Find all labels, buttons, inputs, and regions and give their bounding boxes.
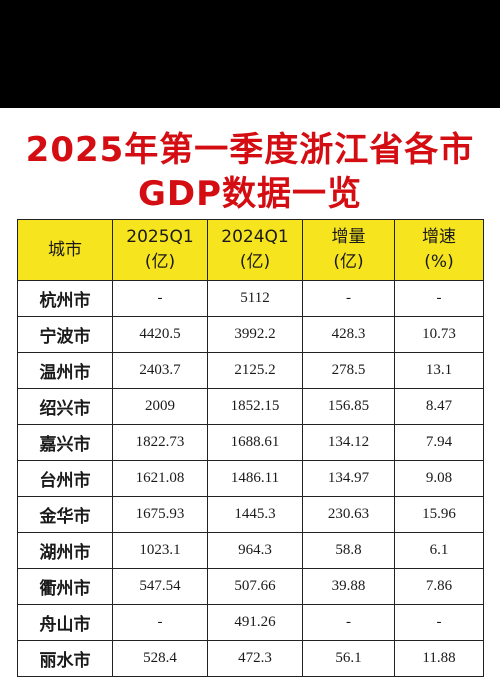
gdp-2025q1-cell: 547.54 <box>112 568 208 605</box>
city-cell: 杭州市 <box>17 280 113 317</box>
header-2024q1: 2024Q1 (亿) <box>207 219 303 281</box>
growth-rate-cell: 6.1 <box>394 532 484 569</box>
city-cell: 嘉兴市 <box>17 424 113 461</box>
gdp-2025q1-cell: - <box>112 280 208 317</box>
increment-cell: - <box>302 604 395 641</box>
header-unit: (亿) <box>333 252 364 272</box>
increment-cell: 134.12 <box>302 424 395 461</box>
gdp-2024q1-cell: 1486.11 <box>207 460 303 497</box>
gdp-2025q1-cell: 528.4 <box>112 640 208 677</box>
top-black-band <box>0 0 500 108</box>
table-row: 绍兴市 2009 1852.15 156.85 8.47 <box>17 388 484 425</box>
growth-rate-cell: 7.86 <box>394 568 484 605</box>
gdp-2025q1-cell: 4420.5 <box>112 316 208 353</box>
increment-cell: 428.3 <box>302 316 395 353</box>
increment-cell: - <box>302 280 395 317</box>
header-label: 城市 <box>48 239 82 260</box>
table-row: 湖州市 1023.1 964.3 58.8 6.1 <box>17 532 484 569</box>
increment-cell: 56.1 <box>302 640 395 677</box>
city-cell: 丽水市 <box>17 640 113 677</box>
city-cell: 衢州市 <box>17 568 113 605</box>
city-cell: 舟山市 <box>17 604 113 641</box>
header-label: 2024Q1 <box>221 227 289 247</box>
table-header-row: 城市 2025Q1 (亿) 2024Q1 (亿) 增量 (亿) 增速 (%) <box>17 219 484 281</box>
gdp-table: 城市 2025Q1 (亿) 2024Q1 (亿) 增量 (亿) 增速 (%) 杭… <box>17 219 484 677</box>
table-row: 衢州市 547.54 507.66 39.88 7.86 <box>17 568 484 605</box>
increment-cell: 156.85 <box>302 388 395 425</box>
header-increment: 增量 (亿) <box>302 219 395 281</box>
header-label: 增速 <box>422 227 456 247</box>
header-growth-rate: 增速 (%) <box>394 219 484 281</box>
growth-rate-cell: 11.88 <box>394 640 484 677</box>
table-row: 宁波市 4420.5 3992.2 428.3 10.73 <box>17 316 484 353</box>
header-unit: (亿) <box>239 252 271 272</box>
table-row: 嘉兴市 1822.73 1688.61 134.12 7.94 <box>17 424 484 461</box>
gdp-2024q1-cell: 1445.3 <box>207 496 303 533</box>
gdp-2024q1-cell: 472.3 <box>207 640 303 677</box>
gdp-2025q1-cell: 2403.7 <box>112 352 208 389</box>
growth-rate-cell: 13.1 <box>394 352 484 389</box>
gdp-2024q1-cell: 491.26 <box>207 604 303 641</box>
increment-cell: 39.88 <box>302 568 395 605</box>
gdp-2024q1-cell: 1688.61 <box>207 424 303 461</box>
increment-cell: 230.63 <box>302 496 395 533</box>
growth-rate-cell: 10.73 <box>394 316 484 353</box>
growth-rate-cell: 8.47 <box>394 388 484 425</box>
growth-rate-cell: 7.94 <box>394 424 484 461</box>
growth-rate-cell: 15.96 <box>394 496 484 533</box>
gdp-2025q1-cell: 1675.93 <box>112 496 208 533</box>
header-city: 城市 <box>17 219 113 281</box>
gdp-2024q1-cell: 5112 <box>207 280 303 317</box>
gdp-2025q1-cell: - <box>112 604 208 641</box>
growth-rate-cell: - <box>394 280 484 317</box>
table-row: 杭州市 - 5112 - - <box>17 280 484 317</box>
gdp-2024q1-cell: 3992.2 <box>207 316 303 353</box>
city-cell: 宁波市 <box>17 316 113 353</box>
title-line-1: 2025年第一季度浙江省各市 <box>25 130 475 170</box>
gdp-2024q1-cell: 2125.2 <box>207 352 303 389</box>
header-unit: (亿) <box>144 252 176 272</box>
title-block: 2025年第一季度浙江省各市 GDP数据一览 <box>0 128 500 216</box>
city-cell: 金华市 <box>17 496 113 533</box>
title-line-2: GDP数据一览 <box>137 174 363 214</box>
table-row: 丽水市 528.4 472.3 56.1 11.88 <box>17 640 484 677</box>
header-label: 增量 <box>331 227 366 247</box>
table-row: 温州市 2403.7 2125.2 278.5 13.1 <box>17 352 484 389</box>
city-cell: 绍兴市 <box>17 388 113 425</box>
city-cell: 湖州市 <box>17 532 113 569</box>
gdp-2025q1-cell: 2009 <box>112 388 208 425</box>
city-cell: 台州市 <box>17 460 113 497</box>
increment-cell: 134.97 <box>302 460 395 497</box>
increment-cell: 58.8 <box>302 532 395 569</box>
header-2025q1: 2025Q1 (亿) <box>112 219 208 281</box>
increment-cell: 278.5 <box>302 352 395 389</box>
growth-rate-cell: 9.08 <box>394 460 484 497</box>
growth-rate-cell: - <box>394 604 484 641</box>
table-row: 金华市 1675.93 1445.3 230.63 15.96 <box>17 496 484 533</box>
gdp-2024q1-cell: 964.3 <box>207 532 303 569</box>
gdp-2025q1-cell: 1621.08 <box>112 460 208 497</box>
gdp-2025q1-cell: 1822.73 <box>112 424 208 461</box>
header-label: 2025Q1 <box>126 227 194 247</box>
table-row: 台州市 1621.08 1486.11 134.97 9.08 <box>17 460 484 497</box>
gdp-2024q1-cell: 1852.15 <box>207 388 303 425</box>
city-cell: 温州市 <box>17 352 113 389</box>
table-row: 舟山市 - 491.26 - - <box>17 604 484 641</box>
header-unit: (%) <box>424 252 454 272</box>
gdp-2024q1-cell: 507.66 <box>207 568 303 605</box>
gdp-2025q1-cell: 1023.1 <box>112 532 208 569</box>
page-title: 2025年第一季度浙江省各市 GDP数据一览 <box>0 128 500 216</box>
